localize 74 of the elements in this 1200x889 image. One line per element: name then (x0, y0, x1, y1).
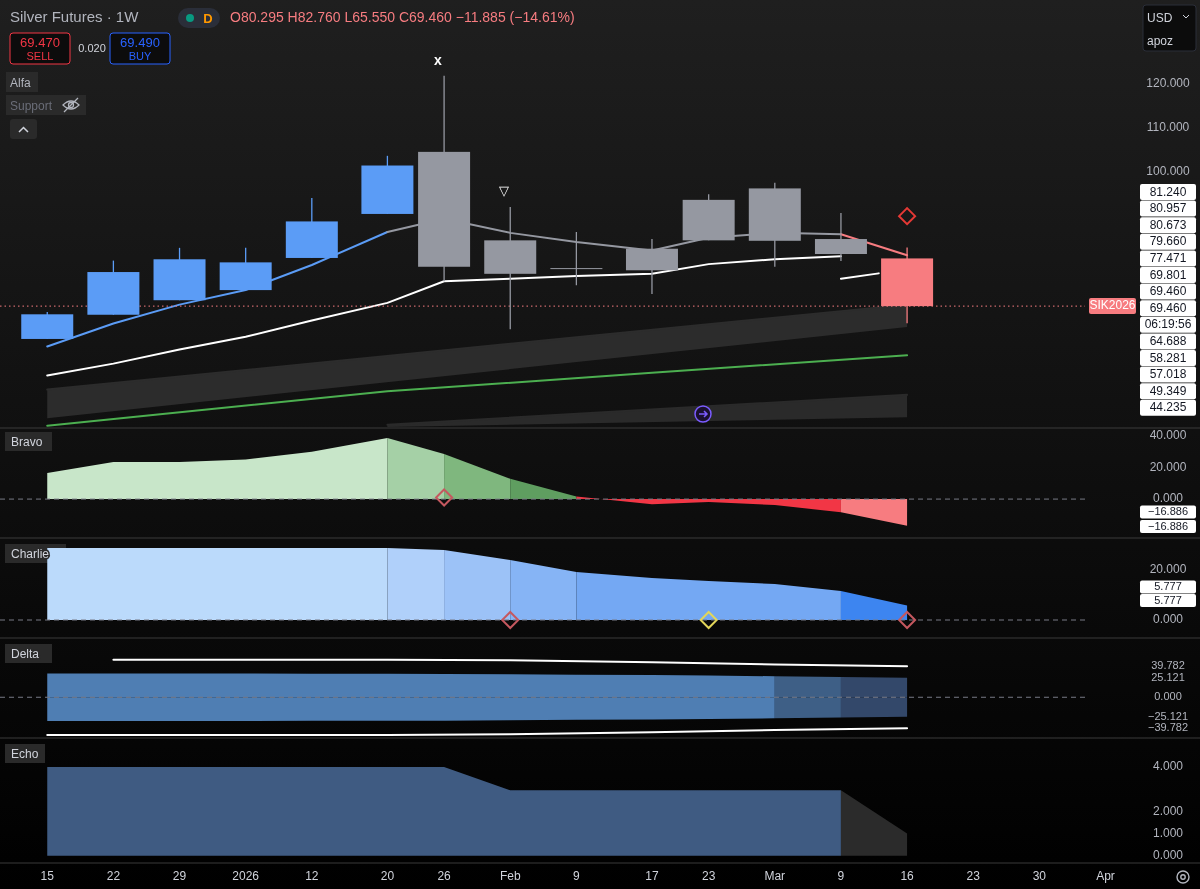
x-tick-label: 26 (437, 869, 452, 883)
x-tick-label: 17 (645, 869, 659, 883)
annotation: 69.460 (1149, 284, 1187, 299)
annotation: 44.235 (1149, 400, 1187, 415)
annotation: Support (10, 99, 53, 113)
text: Bravo (11, 435, 43, 449)
y-tick-label: 0.000 (1154, 690, 1182, 703)
annotation: −16.886 (1147, 519, 1189, 532)
x-tick-label: 15 (40, 869, 55, 883)
line-series (46, 727, 909, 736)
y-tick-label: 1.000 (1152, 825, 1184, 840)
annotation: −16.886 (1147, 505, 1189, 518)
y-tick-label: 20.000 (1149, 562, 1187, 577)
y-tick-label: 100.000 (1146, 163, 1191, 178)
y-tick-label: 2.000 (1152, 803, 1184, 818)
annotation: 69.460 (1149, 300, 1187, 315)
x-tick-label: 23 (966, 869, 981, 883)
x-tick-label: 16 (900, 869, 915, 883)
annotation: 49.349 (1149, 383, 1187, 398)
annotation: 57.018 (1149, 367, 1187, 382)
y-tick-label: −39.782 (1147, 721, 1189, 734)
annotation: 79.660 (1149, 234, 1187, 249)
text: Silver Futures · 1W (10, 8, 140, 25)
annotation: 80.673 (1149, 217, 1187, 232)
text: Echo (11, 747, 39, 761)
y-tick-label: 0.000 (1152, 847, 1184, 862)
line-series (112, 658, 909, 668)
ref-line-label: SIK2026 (1089, 298, 1136, 313)
y-tick-label: 4.000 (1152, 759, 1184, 774)
x-tick-label: 9 (573, 869, 581, 883)
y-tick-label: 0.000 (1152, 612, 1184, 627)
annotation: 69.470 (20, 35, 60, 50)
annotation: 06:19:56 (1144, 317, 1192, 332)
y-tick-label: 0.000 (1152, 491, 1184, 506)
annotation: 80.957 (1149, 201, 1187, 216)
annotation: 81.240 (1149, 184, 1187, 199)
x-tick-label: 12 (305, 869, 319, 883)
annotation: Alfa (10, 76, 31, 90)
x-tick-label: 22 (106, 869, 121, 883)
y-tick-label: −25.121 (1147, 709, 1189, 722)
y-tick-label: 25.121 (1151, 670, 1185, 683)
y-tick-label: 110.000 (1146, 119, 1190, 134)
annotation: 69.490 (120, 35, 160, 50)
annotation: 0.020 (78, 42, 106, 54)
annotation: x (434, 52, 443, 68)
x-tick-label: 20 (380, 869, 395, 883)
text: O80.295 H82.760 L65.550 C69.460 −11.885 (−14.61%) (230, 9, 575, 25)
annotation: 5.777 (1154, 593, 1182, 606)
annotation: BUY (128, 50, 152, 62)
annotation: 64.688 (1149, 334, 1187, 349)
text: Delta (11, 647, 40, 661)
annotation: 58.281 (1149, 350, 1187, 365)
x-tick-label: 23 (701, 869, 716, 883)
line-series (46, 255, 842, 377)
annotation: apoz (1147, 34, 1174, 48)
y-tick-label: 20.000 (1149, 459, 1187, 474)
x-tick-label: Feb (499, 869, 521, 883)
x-tick-label: Apr (1096, 869, 1115, 883)
annotation: 69.801 (1149, 267, 1187, 282)
annotation: ▽ (499, 183, 509, 198)
annotation: SELL (26, 50, 54, 62)
y-tick-label: 39.782 (1151, 659, 1185, 672)
y-tick-label: 120.000 (1146, 75, 1191, 90)
x-tick-label: 2026 (232, 869, 260, 883)
annotation: 77.471 (1149, 251, 1187, 266)
x-tick-label: 29 (172, 869, 187, 883)
x-tick-label: Mar (764, 869, 786, 883)
line-series (46, 354, 909, 427)
annotation: USD (1147, 11, 1173, 25)
annotation: 5.777 (1154, 580, 1182, 593)
x-tick-label: 30 (1032, 869, 1047, 883)
x-tick-label: 9 (837, 869, 845, 883)
annotation: D (203, 11, 213, 26)
y-tick-label: 40.000 (1149, 428, 1187, 443)
